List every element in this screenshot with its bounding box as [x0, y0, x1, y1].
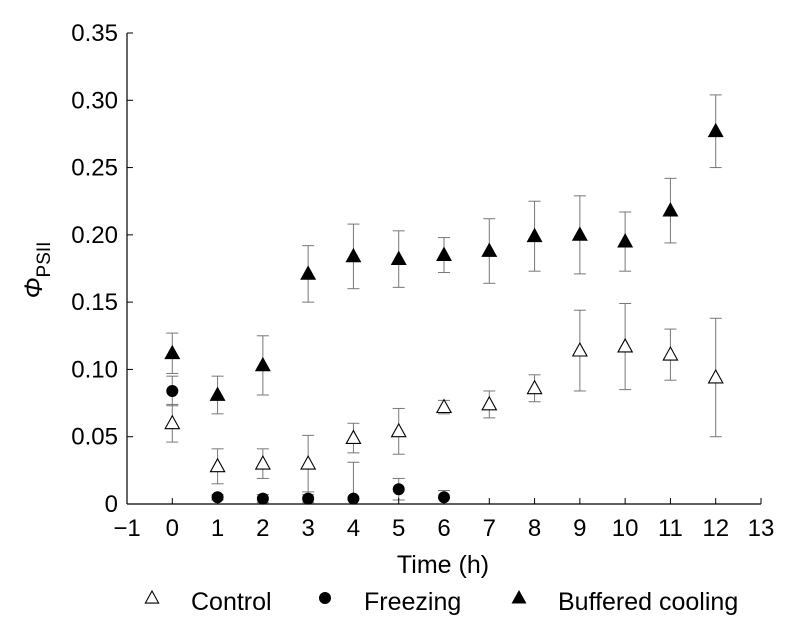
y-tick-label: 0.25 [71, 155, 118, 182]
x-tick-label: 8 [528, 515, 541, 542]
legend-label: Control [191, 588, 272, 616]
y-tick-label: 0 [105, 491, 118, 518]
legend-item: Buffered cooling [511, 588, 738, 616]
y-axis-label-main: Φ [20, 277, 48, 298]
data-point [481, 242, 498, 257]
data-point [254, 356, 271, 372]
x-tick-label: 2 [256, 515, 269, 542]
data-point [390, 250, 407, 265]
x-tick-label: 7 [483, 515, 496, 542]
x-tick-label: 6 [437, 515, 450, 542]
data-point [209, 386, 226, 401]
y-tick-label: 0.20 [71, 222, 118, 249]
data-point [436, 246, 452, 261]
error-bars [166, 94, 722, 505]
legend: Control Freezing Buffered cooling [144, 588, 738, 616]
y-tick-label: 0.15 [71, 289, 118, 316]
x-tick-label: 9 [573, 515, 586, 542]
data-point [526, 227, 543, 243]
data-point [707, 368, 724, 384]
y-tick-label: 0.35 [71, 20, 118, 47]
x-tick-label: 4 [347, 515, 360, 542]
legend-marker [144, 589, 160, 604]
y-axis-label-subscript: PSII [34, 242, 55, 278]
legend-item: Freezing [319, 588, 461, 616]
y-tick-label: 0.10 [71, 356, 118, 383]
data-point [209, 457, 226, 473]
x-tick-label: 11 [658, 515, 683, 542]
data-point [481, 395, 498, 411]
data-point [254, 454, 271, 470]
data-point [211, 491, 224, 504]
data-point [300, 265, 317, 280]
data-point [392, 483, 405, 496]
x-tick-label: 1 [211, 515, 224, 542]
x-tick-label: 3 [301, 515, 314, 542]
x-tick-label: 0 [166, 515, 179, 542]
tick-labels: −1 0 1 2 3 4 5 6 7 8 9 10 11 12 1300.050.100.150.200.2… [71, 20, 774, 542]
data-point [390, 422, 407, 438]
y-tick-label: 0.05 [71, 424, 118, 451]
data-point [435, 398, 453, 414]
x-tick-label: 5 [392, 515, 405, 542]
data-point [256, 492, 269, 505]
data-point [438, 491, 450, 504]
data-point [302, 492, 315, 505]
data-point [345, 247, 362, 263]
data-point [617, 233, 634, 248]
data-point [571, 341, 588, 357]
data-point [662, 202, 679, 217]
data-point [571, 226, 588, 241]
data-point [166, 384, 179, 397]
legend-label: Freezing [364, 588, 461, 616]
legend-marker [511, 589, 527, 604]
data-point [662, 345, 679, 361]
data-markers [164, 122, 724, 505]
data-point [345, 429, 362, 445]
data-point [164, 344, 181, 360]
data-point [164, 414, 181, 430]
y-tick-label: 0.30 [71, 87, 118, 114]
data-point [526, 379, 543, 395]
legend-label: Buffered cooling [558, 588, 738, 616]
y-axis-label: ΦPSII [20, 242, 55, 299]
data-point [617, 337, 634, 353]
data-point [300, 454, 317, 470]
x-tick-label: 13 [748, 515, 775, 542]
x-tick-label: 10 [612, 515, 639, 542]
legend-marker [319, 592, 331, 604]
x-tick-label: −1 [113, 515, 140, 542]
svg-text:ΦPSII: ΦPSII [20, 242, 55, 299]
x-axis-label: Time (h) [397, 551, 489, 579]
legend-item: Control [144, 588, 272, 616]
data-point [347, 492, 360, 505]
x-tick-label: 12 [702, 515, 729, 542]
data-point [707, 122, 724, 138]
